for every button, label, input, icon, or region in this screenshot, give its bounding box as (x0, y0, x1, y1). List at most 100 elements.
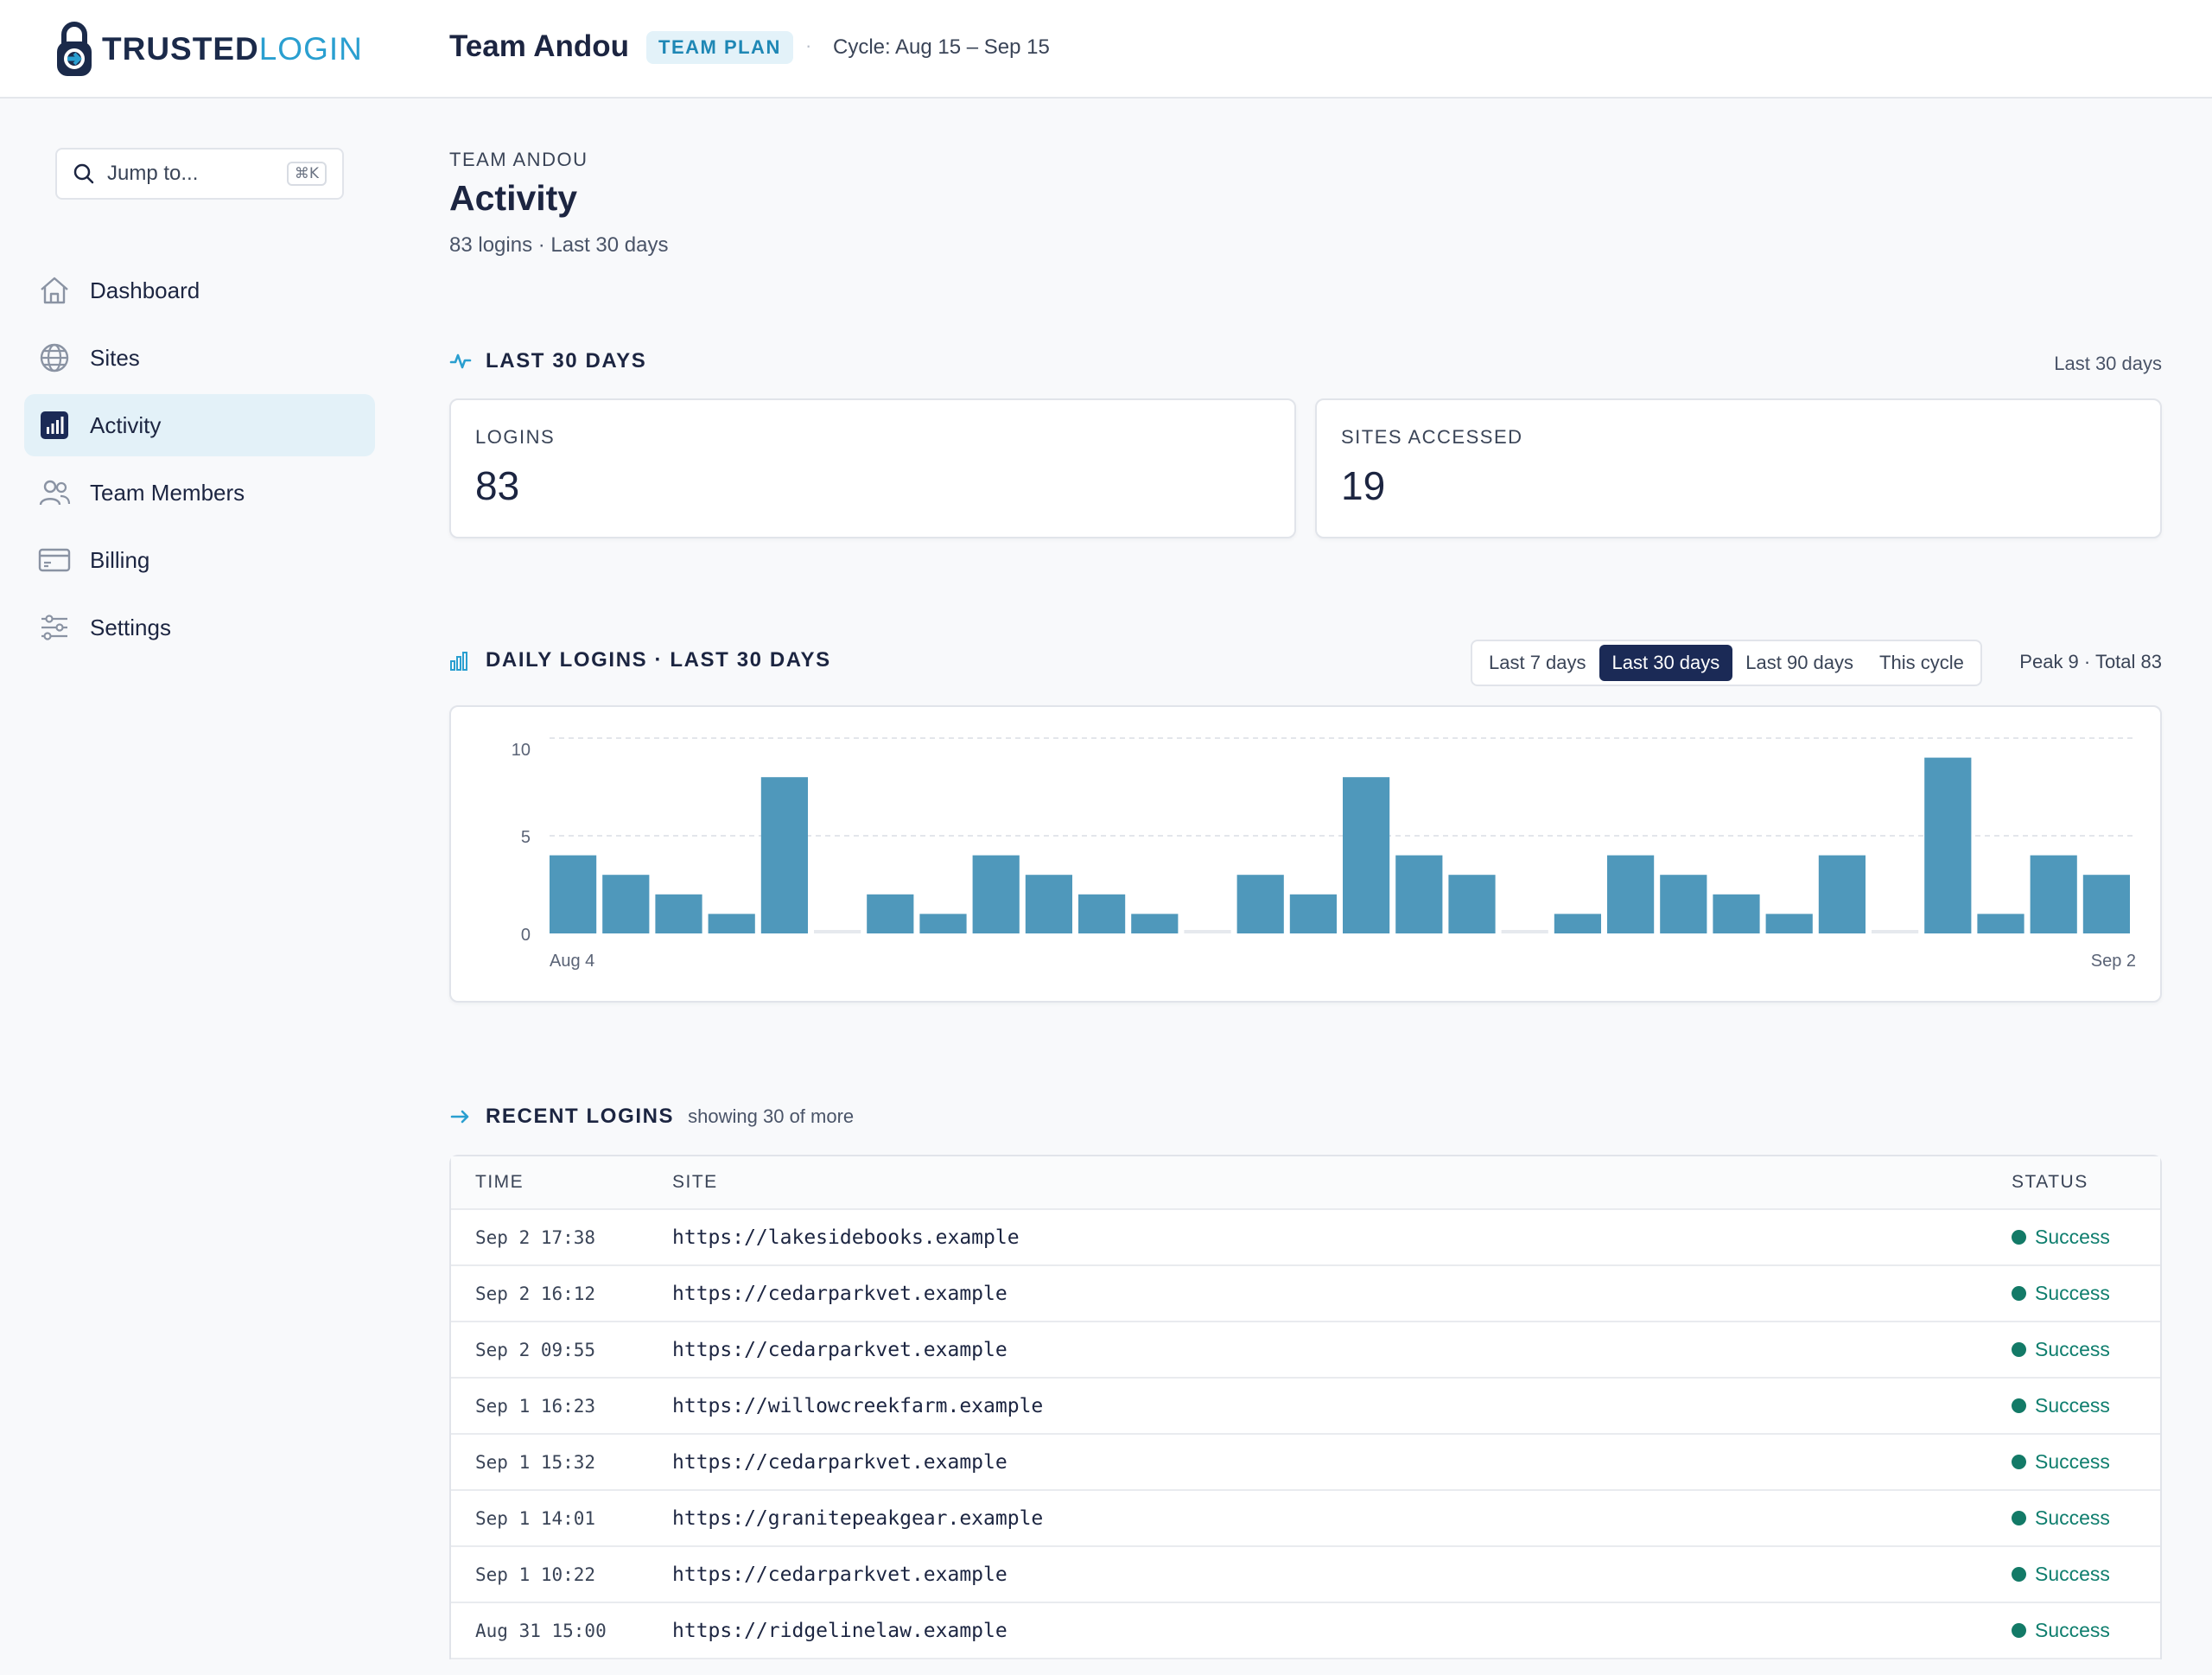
trustedlogin-logo[interactable]: TRUSTEDLOGIN (55, 21, 363, 78)
column-header-site[interactable]: SITE (672, 1172, 718, 1192)
page-subtitle: 83 logins · Last 30 days (449, 233, 669, 257)
range-option-7-days[interactable]: Last 7 days (1489, 652, 1586, 673)
sidebar-item-sites[interactable]: Sites (24, 327, 375, 389)
status-text: Success (2035, 1563, 2110, 1585)
status-badge: Success (2012, 1226, 2160, 1249)
chart-bar[interactable] (867, 894, 914, 933)
range-option-90-days[interactable]: Last 90 days (1745, 652, 1854, 673)
chart-bar[interactable] (655, 894, 702, 933)
y-tick-label: 5 (521, 828, 531, 847)
table-row[interactable]: Sep 2 09:55 https://cedarparkvet.example S… (451, 1322, 2160, 1379)
table-row[interactable]: Aug 31 15:00 https://ridgelinelaw.example… (451, 1603, 2160, 1659)
jump-to-search[interactable]: Jump to... ⌘K (55, 148, 344, 200)
chart-bar[interactable] (708, 914, 755, 933)
chart-bar[interactable] (1236, 875, 1284, 933)
login-site-url[interactable]: https://granitepeakgear.example (672, 1506, 1044, 1530)
y-tick-label: 0 (521, 926, 531, 945)
page-title: Activity (449, 178, 578, 218)
table-row[interactable]: Sep 1 10:22 https://cedarparkvet.example S… (451, 1547, 2160, 1603)
stat-value: 83 (475, 463, 520, 508)
sliders-icon (38, 611, 71, 644)
arrow-right-icon (450, 1110, 469, 1124)
range-option-30-days[interactable]: Last 30 days (1599, 645, 1733, 681)
chart-bar[interactable] (760, 777, 808, 933)
chart-bar[interactable] (1660, 875, 1707, 933)
status-text: Success (2035, 1338, 2110, 1360)
chart-bar[interactable] (972, 855, 1020, 933)
chart-bar[interactable] (814, 930, 861, 933)
peak-total: Peak 9 · Total 83 (2019, 651, 2162, 672)
sidebar-item-dashboard[interactable]: Dashboard (24, 259, 375, 322)
column-header-time[interactable]: TIME (475, 1172, 524, 1192)
range-selector: Last 7 days Last 30 days Last 90 days Th… (1471, 640, 1982, 686)
login-site-url[interactable]: https://cedarparkvet.example (672, 1563, 1007, 1586)
chart-bar[interactable] (602, 875, 650, 933)
chart-bar[interactable] (1872, 930, 1919, 933)
chart-bar[interactable] (1713, 894, 1760, 933)
stat-value: 19 (1341, 463, 1386, 508)
chart-bar[interactable] (1977, 914, 2024, 933)
pulse-icon (449, 353, 472, 369)
login-site-url[interactable]: https://willowcreekfarm.example (672, 1394, 1044, 1417)
sidebar-item-team-members[interactable]: Team Members (24, 462, 375, 524)
chart-bar[interactable] (1765, 914, 1813, 933)
recent-note: showing 30 of more (688, 1105, 855, 1127)
login-site-url[interactable]: https://cedarparkvet.example (672, 1338, 1007, 1361)
status-badge: Success (2012, 1619, 2160, 1642)
status-badge: Success (2012, 1450, 2160, 1474)
login-site-url[interactable]: https://ridgelinelaw.example (672, 1619, 1007, 1642)
table-row[interactable]: Sep 2 17:38 https://lakesidebooks.example… (451, 1210, 2160, 1266)
success-dot-icon (2012, 1455, 2026, 1469)
bar-chart-icon (38, 409, 71, 442)
login-time: Sep 2 17:38 (475, 1226, 596, 1248)
login-site-url[interactable]: https://cedarparkvet.example (672, 1450, 1007, 1474)
sidebar-item-billing[interactable]: Billing (24, 529, 375, 591)
billing-cycle: Cycle: Aug 15 – Sep 15 (833, 35, 1050, 59)
sidebar-item-label: Dashboard (90, 277, 200, 303)
login-time: Sep 1 10:22 (475, 1564, 596, 1585)
success-dot-icon (2012, 1286, 2026, 1301)
summary-title: LAST 30 DAYS (486, 349, 647, 373)
chart-bar[interactable] (919, 914, 967, 933)
chart-bar[interactable] (1501, 930, 1548, 933)
header-separator: · (805, 35, 812, 56)
range-option-this-cycle[interactable]: This cycle (1879, 652, 1964, 673)
sidebar-item-label: Sites (90, 344, 140, 371)
table-row[interactable]: Sep 1 16:23 https://willowcreekfarm.examp… (451, 1379, 2160, 1435)
daily-logins-chart: 0 5 10 Aug 4 Sep 2 (512, 737, 2136, 971)
success-dot-icon (2012, 1623, 2026, 1638)
chart-bar[interactable] (2082, 875, 2130, 933)
stat-label: SITES ACCESSED (1341, 426, 1523, 448)
chart-bar[interactable] (1554, 914, 1601, 933)
chart-bar[interactable] (1078, 894, 1126, 933)
status-text: Success (2035, 1506, 2110, 1529)
login-time: Sep 1 14:01 (475, 1507, 596, 1529)
login-time: Sep 1 16:23 (475, 1395, 596, 1417)
status-text: Success (2035, 1619, 2110, 1641)
column-header-status[interactable]: STATUS (2012, 1172, 2088, 1192)
table-row[interactable]: Sep 1 14:01 https://granitepeakgear.examp… (451, 1491, 2160, 1547)
chart-bar[interactable] (1448, 875, 1496, 933)
sidebar-item-settings[interactable]: Settings (24, 596, 375, 659)
chart-bar[interactable] (1184, 930, 1231, 933)
chart-bar[interactable] (1289, 894, 1337, 933)
table-row[interactable]: Sep 1 15:32 https://cedarparkvet.example S… (451, 1435, 2160, 1491)
daily-section-header: DAILY LOGINS · LAST 30 DAYS (449, 648, 831, 672)
sidebar-item-label: Billing (90, 546, 150, 573)
login-site-url[interactable]: https://cedarparkvet.example (672, 1282, 1007, 1305)
chart-bar[interactable] (1343, 777, 1390, 933)
chart-bar[interactable] (2030, 855, 2077, 933)
chart-bar[interactable] (1607, 855, 1655, 933)
chart-bar[interactable] (1924, 757, 1972, 933)
chart-bar[interactable] (1395, 855, 1443, 933)
chart-bar[interactable] (1025, 875, 1072, 933)
chart-bar[interactable] (550, 855, 597, 933)
table-row[interactable]: Sep 2 16:12 https://cedarparkvet.example S… (451, 1266, 2160, 1322)
chart-bar[interactable] (1818, 855, 1866, 933)
chart-bar[interactable] (1131, 914, 1179, 933)
login-site-url[interactable]: https://lakesidebooks.example (672, 1226, 1020, 1249)
status-text: Success (2035, 1450, 2110, 1473)
stat-card-logins: LOGINS 83 (449, 398, 1296, 538)
shortcut-hint: ⌘K (286, 162, 327, 186)
sidebar-item-activity[interactable]: Activity (24, 394, 375, 456)
